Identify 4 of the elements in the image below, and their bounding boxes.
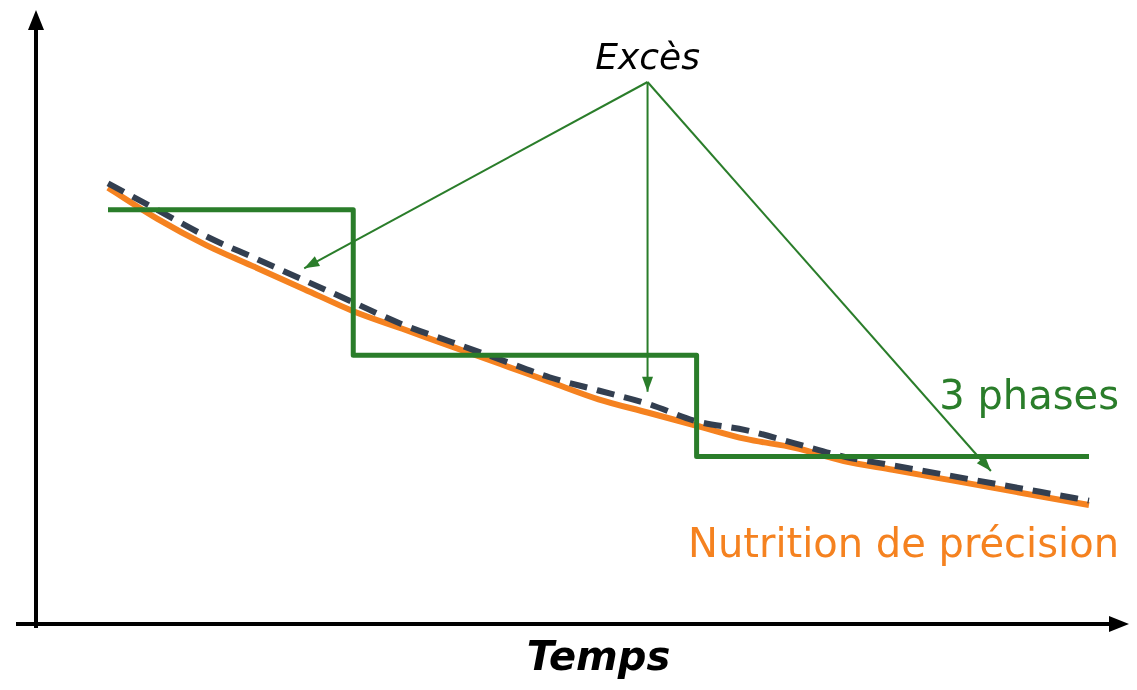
text: Excès (595, 36, 700, 78)
series-label: 3 phases (939, 371, 1119, 418)
series-label: Nutrition de précision (687, 520, 1119, 567)
x-axis-title: Temps (526, 633, 671, 680)
